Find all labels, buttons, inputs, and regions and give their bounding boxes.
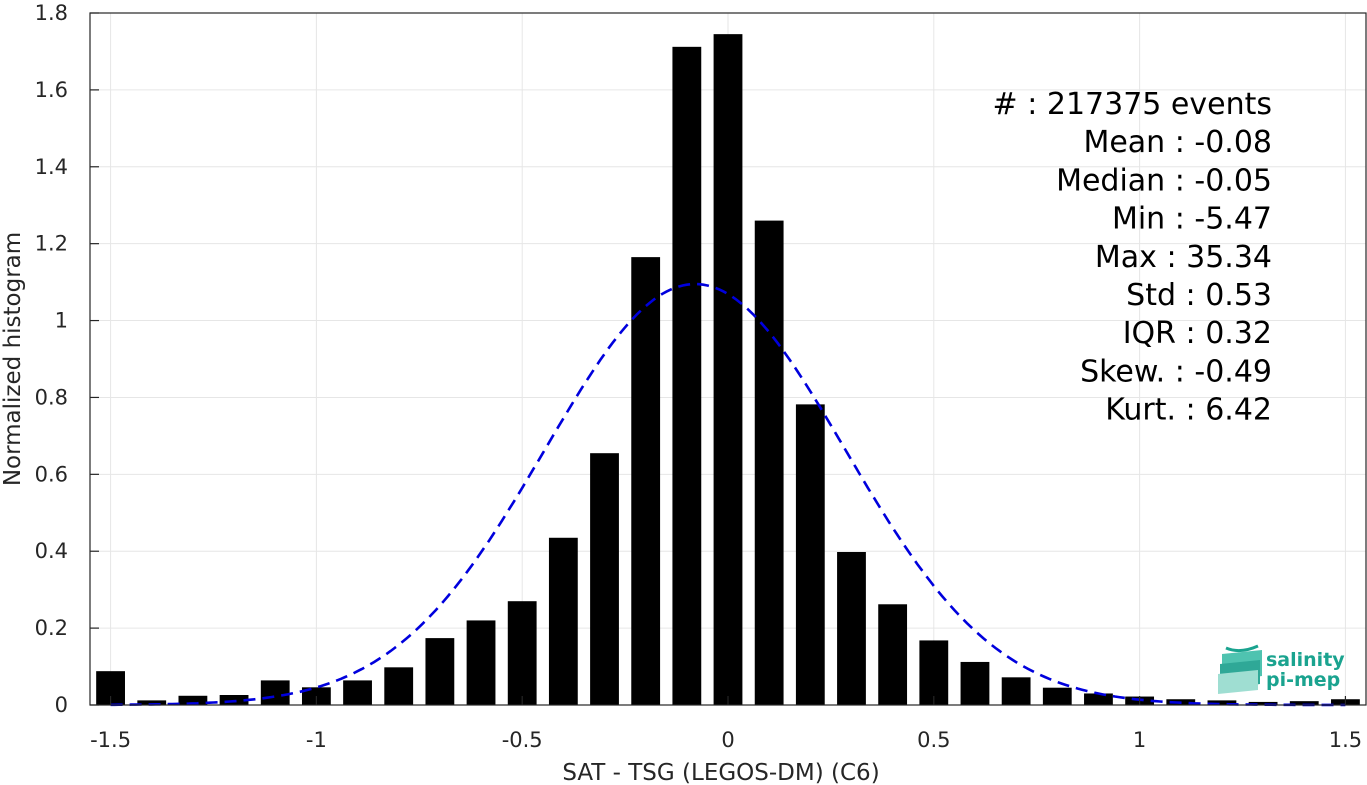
histogram-bar: [137, 700, 167, 705]
x-tick-label: 1: [1133, 728, 1146, 752]
y-tick-label: 0: [55, 693, 68, 717]
histogram-bar: [548, 537, 578, 705]
x-tick-label: -1.5: [90, 728, 131, 752]
y-tick-label: 1.8: [35, 1, 68, 25]
histogram-bar: [672, 46, 702, 705]
histogram-bar: [1042, 687, 1072, 705]
x-tick-label: -0.5: [502, 728, 543, 752]
histogram-bar: [795, 404, 825, 705]
logo-line2: pi-mep: [1266, 669, 1340, 691]
histogram-bar: [1001, 677, 1031, 705]
histogram-bar: [425, 638, 455, 705]
x-tick-label: -1: [306, 728, 327, 752]
histogram-bar: [919, 640, 949, 705]
y-axis-label: Normalized histogram: [0, 232, 26, 486]
x-tick-label: 0: [721, 728, 734, 752]
bars: [96, 34, 1360, 705]
y-tick-label: 1.4: [35, 155, 68, 179]
logo-line1: salinity: [1266, 649, 1345, 671]
histogram-bar: [1084, 693, 1113, 705]
histogram-bar: [1207, 700, 1237, 705]
stat-line: Min : -5.47: [1112, 202, 1272, 237]
histogram-bar: [384, 667, 414, 705]
histogram-bar: [590, 453, 619, 705]
salinity-pi-mep-logo: salinity pi-mep: [1218, 644, 1345, 694]
y-tick-label: 1.6: [35, 78, 68, 102]
x-axis: -1.5 -1 -0.5 0 0.5 1 1.5: [90, 696, 1362, 752]
histogram-bar: [878, 604, 908, 705]
histogram-bar: [507, 601, 537, 705]
stat-line: Median : -0.05: [1056, 163, 1272, 198]
histogram-bar: [631, 257, 661, 705]
x-tick-label: 0.5: [917, 728, 950, 752]
y-tick-label: 1.2: [35, 232, 68, 256]
x-axis-label: SAT - TSG (LEGOS-DM) (C6): [562, 760, 879, 785]
stat-line: IQR : 0.32: [1123, 316, 1272, 351]
histogram-bar: [1248, 701, 1278, 705]
y-axis: 0 0.2 0.4 0.6 0.8 1 1.2 1.4 1.6 1.8: [35, 1, 99, 717]
y-tick-label: 0.8: [35, 385, 68, 409]
histogram-bar: [960, 661, 990, 705]
histogram-bar: [260, 680, 290, 705]
histogram-bar: [1289, 701, 1319, 705]
y-tick-label: 0.6: [35, 462, 68, 486]
y-tick-label: 1: [55, 309, 68, 333]
histogram-bar: [837, 551, 866, 705]
histogram-bar: [343, 680, 372, 705]
histogram-bar: [466, 620, 496, 705]
x-tick-label: 1.5: [1329, 728, 1362, 752]
y-tick-label: 0.2: [35, 616, 68, 640]
logo-wave-icon: [1218, 644, 1262, 694]
stat-line: Kurt. : 6.42: [1105, 393, 1272, 428]
stat-line: Skew. : -0.49: [1080, 354, 1272, 389]
histogram-bar: [754, 220, 784, 705]
histogram-bar: [178, 695, 208, 705]
stat-line: Mean : -0.08: [1083, 125, 1272, 160]
y-tick-label: 0.4: [35, 539, 68, 563]
stat-line: Std : 0.53: [1126, 278, 1272, 313]
histogram-bar: [713, 34, 743, 705]
stat-line: # : 217375 events: [993, 87, 1272, 122]
stat-line: Max : 35.34: [1095, 240, 1272, 275]
